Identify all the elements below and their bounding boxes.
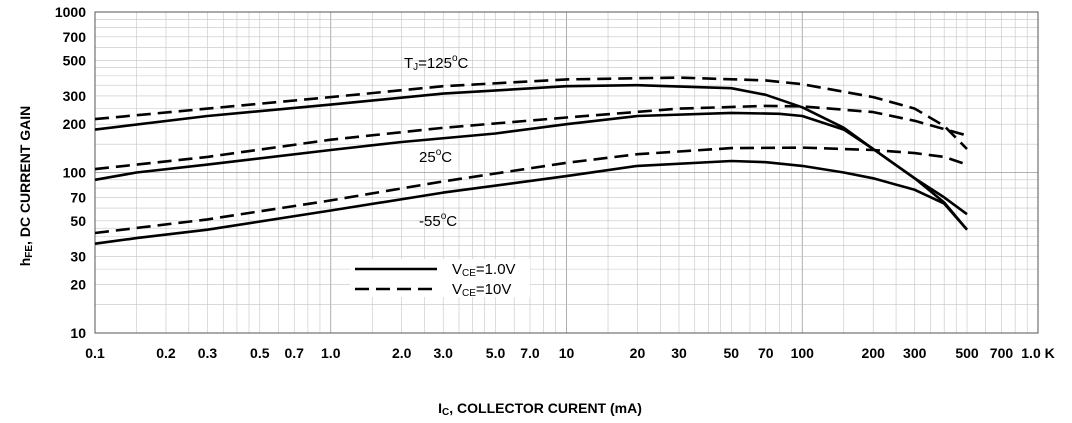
- x-tick-label: 20: [630, 345, 646, 361]
- annotation-25c: 25oC: [419, 147, 452, 166]
- y-tick-labels: 10 20 30 50 70 100 200 300 500 700 1000: [55, 4, 86, 341]
- y-axis-label-sub: FE: [24, 245, 35, 258]
- x-tick-label: 1.0 K: [1021, 345, 1054, 361]
- y-tick-label: 20: [70, 277, 86, 293]
- x-tick-label: 100: [791, 345, 815, 361]
- y-tick-label: 50: [70, 213, 86, 229]
- x-tick-label: 5.0: [486, 345, 506, 361]
- x-tick-label: 0.1: [85, 345, 105, 361]
- legend: VCE=1.0V VCE=10V: [350, 259, 530, 299]
- x-tick-label: 3.0: [433, 345, 453, 361]
- y-tick-label: 1000: [55, 4, 86, 20]
- y-axis-label: hFE, DC CURRENT GAIN: [17, 106, 35, 267]
- series-layer: [94, 76, 968, 245]
- x-tick-label: 700: [990, 345, 1014, 361]
- x-tick-label: 0.2: [156, 345, 176, 361]
- x-tick-labels: 0.1 0.2 0.3 0.5 0.7 1.0 2.0 3.0 5.0 7.0 10 20 30 50 70…: [85, 345, 1054, 361]
- x-tick-label: 0.5: [250, 345, 270, 361]
- x-tick-label: 0.7: [284, 345, 304, 361]
- x-tick-label: 70: [758, 345, 774, 361]
- y-tick-label: 300: [63, 88, 87, 104]
- legend-solid-label: VCE=1.0V: [452, 261, 516, 279]
- annotation-minus55c: -55oC: [419, 211, 457, 230]
- y-tick-label: 100: [63, 165, 87, 181]
- plot-grid: [94, 12, 1038, 334]
- y-tick-label: 200: [63, 116, 87, 132]
- x-tick-label: 2.0: [392, 345, 412, 361]
- x-tick-label: 7.0: [520, 345, 540, 361]
- x-tick-label: 10: [559, 345, 575, 361]
- y-tick-label: 70: [70, 189, 86, 205]
- y-tick-label: 700: [63, 29, 87, 45]
- x-tick-label: 50: [723, 345, 739, 361]
- x-tick-label: 0.3: [198, 345, 218, 361]
- x-tick-label: 300: [903, 345, 927, 361]
- annotation-tj-125c: TJ=125oC: [404, 53, 469, 73]
- series-line-125c-dashed: [94, 76, 968, 150]
- legend-dashed-label: VCE=10V: [452, 281, 511, 299]
- x-tick-label: 500: [955, 345, 979, 361]
- x-axis-label-main: , COLLECTOR CURENT (mA): [449, 400, 642, 416]
- series-line-minus55c-solid: [94, 159, 968, 245]
- x-axis-label: IC, COLLECTOR CURENT (mA): [438, 400, 642, 418]
- x-tick-label: 1.0: [321, 345, 341, 361]
- y-axis-label-main: , DC CURRENT GAIN: [17, 106, 33, 245]
- x-tick-label: 200: [862, 345, 886, 361]
- x-axis-label-sub: C: [442, 407, 449, 418]
- series-line-minus55c-dashed: [94, 146, 968, 235]
- y-tick-label: 30: [70, 248, 86, 264]
- y-tick-label: 500: [63, 52, 87, 68]
- x-tick-label: 30: [671, 345, 687, 361]
- y-tick-label: 10: [70, 325, 86, 341]
- series-line-25c-dashed: [94, 104, 968, 171]
- series-line-25c-solid: [94, 111, 968, 231]
- plot-frame: [94, 11, 1039, 334]
